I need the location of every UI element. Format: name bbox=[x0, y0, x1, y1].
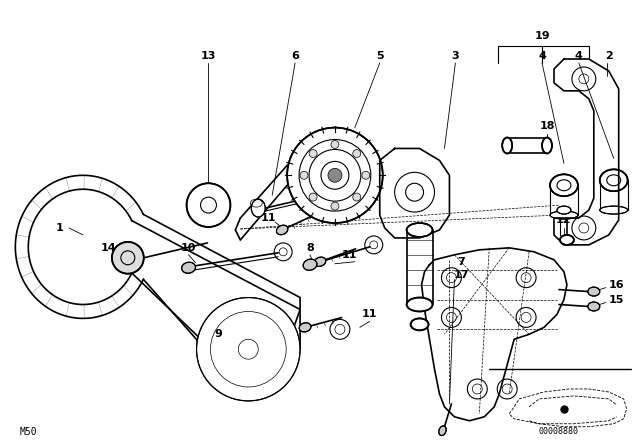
Text: M50: M50 bbox=[19, 426, 37, 437]
Ellipse shape bbox=[406, 297, 433, 311]
Text: 4: 4 bbox=[538, 51, 546, 61]
Text: 18: 18 bbox=[540, 121, 555, 131]
Circle shape bbox=[353, 193, 361, 201]
Text: 11: 11 bbox=[342, 250, 358, 260]
Ellipse shape bbox=[550, 174, 578, 196]
Ellipse shape bbox=[542, 138, 552, 154]
Text: 10: 10 bbox=[181, 243, 196, 253]
Circle shape bbox=[187, 183, 230, 227]
Text: 16: 16 bbox=[609, 280, 625, 289]
Ellipse shape bbox=[252, 199, 265, 217]
Text: 00008880: 00008880 bbox=[539, 426, 579, 435]
Circle shape bbox=[331, 141, 339, 148]
Circle shape bbox=[331, 202, 339, 210]
Ellipse shape bbox=[314, 257, 326, 267]
Text: 4: 4 bbox=[575, 51, 583, 61]
Circle shape bbox=[196, 297, 300, 401]
Circle shape bbox=[328, 168, 342, 182]
Ellipse shape bbox=[600, 169, 628, 191]
Text: 11: 11 bbox=[362, 310, 378, 319]
Ellipse shape bbox=[182, 262, 195, 273]
Ellipse shape bbox=[502, 138, 512, 154]
Ellipse shape bbox=[588, 287, 600, 296]
Circle shape bbox=[287, 128, 383, 223]
Ellipse shape bbox=[276, 225, 288, 235]
Ellipse shape bbox=[411, 319, 429, 330]
Text: 19: 19 bbox=[534, 31, 550, 41]
Circle shape bbox=[309, 150, 317, 158]
Circle shape bbox=[300, 171, 308, 179]
Text: 12: 12 bbox=[556, 215, 572, 225]
Text: 1: 1 bbox=[55, 223, 63, 233]
Ellipse shape bbox=[550, 211, 578, 219]
Ellipse shape bbox=[303, 259, 317, 270]
Text: 17: 17 bbox=[454, 270, 469, 280]
Text: 3: 3 bbox=[452, 51, 460, 61]
Text: 8: 8 bbox=[306, 243, 314, 253]
Ellipse shape bbox=[557, 206, 571, 214]
Ellipse shape bbox=[560, 235, 574, 245]
Text: 13: 13 bbox=[201, 51, 216, 61]
Circle shape bbox=[238, 339, 259, 359]
Ellipse shape bbox=[600, 206, 628, 214]
Circle shape bbox=[112, 242, 144, 274]
Circle shape bbox=[362, 171, 370, 179]
Ellipse shape bbox=[588, 302, 600, 311]
Text: 7: 7 bbox=[458, 257, 465, 267]
Circle shape bbox=[309, 193, 317, 201]
Ellipse shape bbox=[299, 323, 311, 332]
Text: 9: 9 bbox=[214, 329, 222, 339]
Text: 11: 11 bbox=[260, 213, 276, 223]
Text: 6: 6 bbox=[291, 51, 299, 61]
Circle shape bbox=[353, 150, 361, 158]
Text: 5: 5 bbox=[376, 51, 383, 61]
Text: 15: 15 bbox=[609, 294, 625, 305]
Ellipse shape bbox=[439, 426, 446, 435]
Text: 2: 2 bbox=[605, 51, 612, 61]
Text: 14: 14 bbox=[101, 243, 116, 253]
Ellipse shape bbox=[406, 223, 433, 237]
